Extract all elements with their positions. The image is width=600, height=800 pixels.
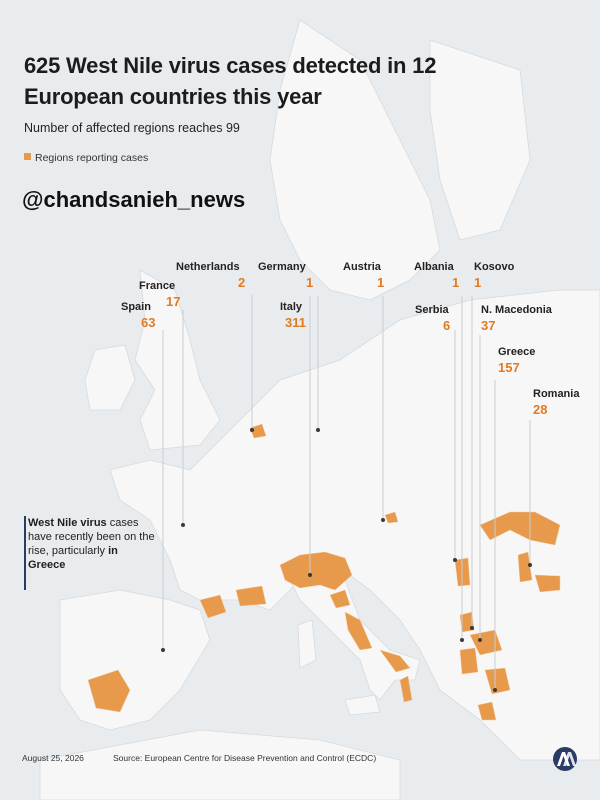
label-serbia: Serbia [415, 304, 449, 316]
watermark-handle: @chandsanieh_news [22, 187, 246, 212]
sicily-land [344, 694, 381, 716]
affected-regions [87, 423, 561, 721]
great-britain-land [134, 269, 221, 451]
value-austria: 1 [377, 275, 385, 290]
value-greece: 157 [498, 360, 520, 375]
value-serbia: 6 [443, 318, 451, 333]
label-romania: Romania [533, 388, 580, 400]
note-body: cases have recently been on the rise, pa… [28, 517, 155, 557]
sardinia-land [297, 619, 317, 669]
leader-lines [162, 295, 531, 690]
label-spain: Spain [121, 301, 151, 313]
iberia-land [59, 589, 211, 731]
footer-date: August 25, 2026 [22, 753, 84, 763]
label-north-macedonia: N. Macedonia [481, 304, 552, 316]
ireland-land [84, 344, 136, 411]
leader-dots [161, 428, 532, 692]
legend-swatch [24, 153, 31, 160]
map-legend: Regions reporting cases [24, 151, 154, 165]
scandinavia-land [269, 19, 441, 301]
aa-agency-logo-icon [553, 747, 577, 771]
value-italy: 311 [285, 315, 306, 330]
note-bold-end: in Greece [28, 545, 118, 571]
label-france: France [139, 280, 176, 292]
value-albania: 1 [452, 275, 460, 290]
label-albania: Albania [414, 261, 454, 273]
page-title: 625 West Nile virus cases detected in 12… [24, 53, 437, 109]
annotation-note: West Nile virus cases have recently been… [28, 516, 158, 572]
value-north-macedonia: 37 [481, 318, 496, 333]
footer-source: Source: European Centre for Disease Prev… [113, 753, 377, 763]
label-austria: Austria [343, 261, 381, 273]
value-france: 17 [166, 294, 181, 309]
label-netherlands: Netherlands [176, 261, 240, 273]
label-greece: Greece [498, 346, 536, 358]
note-accent-bar [24, 516, 26, 590]
note-bold-start: West Nile virus [28, 517, 107, 529]
value-spain: 63 [141, 315, 156, 330]
value-romania: 28 [533, 402, 548, 417]
legend-label: Regions reporting cases [35, 152, 149, 164]
value-germany: 1 [306, 275, 314, 290]
page-subtitle: Number of affected regions reaches 99 [24, 121, 240, 135]
value-netherlands: 2 [238, 275, 246, 290]
label-italy: Italy [280, 301, 303, 313]
value-kosovo: 1 [474, 275, 482, 290]
label-germany: Germany [258, 261, 306, 273]
label-kosovo: Kosovo [474, 261, 515, 273]
finland-land [429, 39, 531, 241]
north-africa-land [39, 729, 401, 800]
